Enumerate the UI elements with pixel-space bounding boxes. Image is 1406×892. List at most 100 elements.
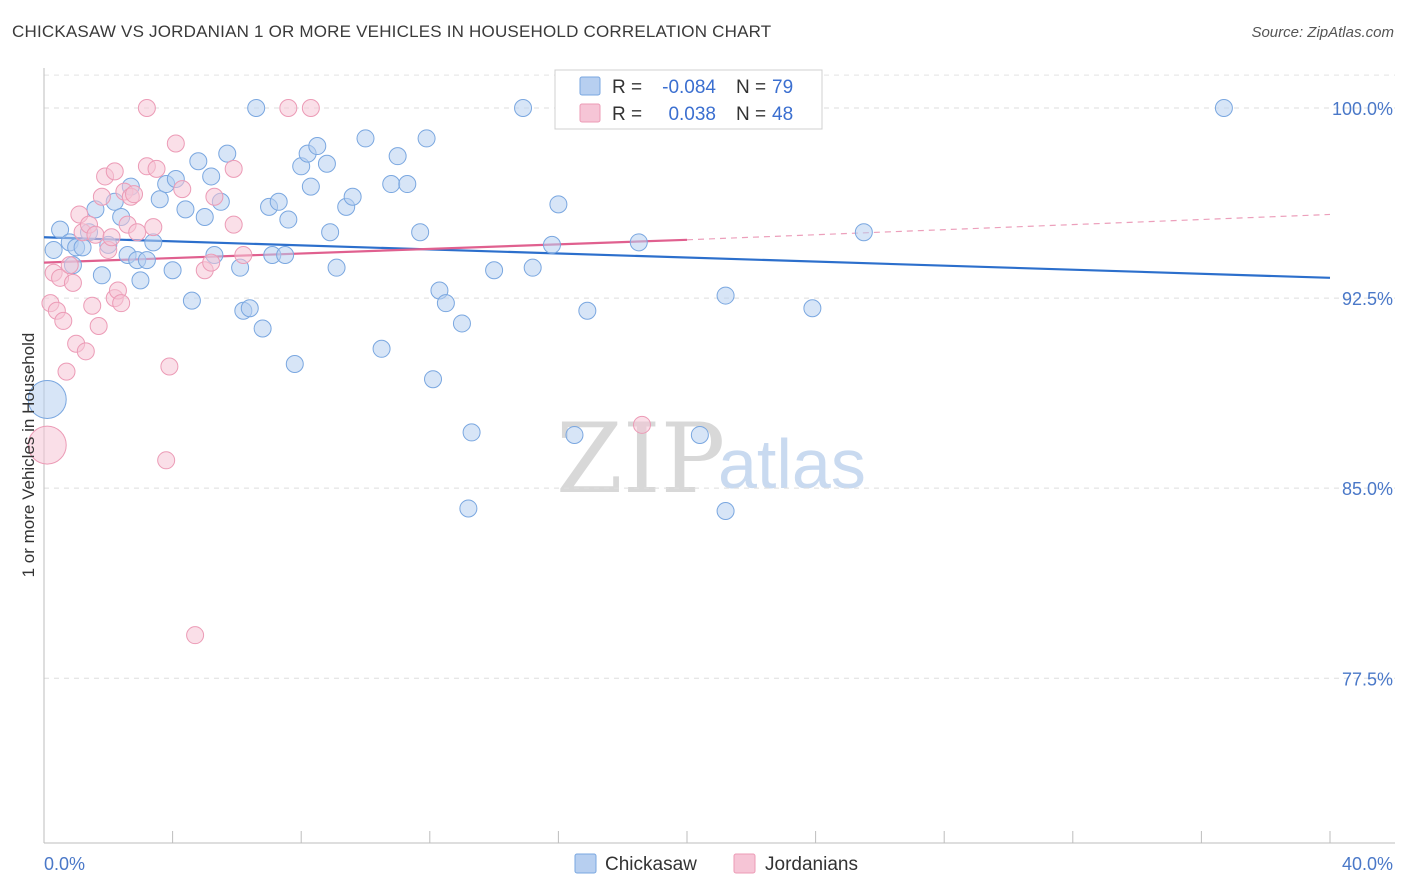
data-point-chickasaw xyxy=(27,379,67,419)
data-point-jordanians xyxy=(54,311,73,330)
data-point-chickasaw xyxy=(343,187,362,206)
data-point-chickasaw xyxy=(327,258,346,277)
data-point-chickasaw xyxy=(195,207,214,226)
data-point-chickasaw xyxy=(51,220,70,239)
data-point-jordanians xyxy=(112,294,131,313)
data-point-chickasaw xyxy=(542,235,561,254)
data-point-chickasaw xyxy=(436,294,455,313)
stat-r-label: R = xyxy=(612,104,642,125)
data-point-jordanians xyxy=(173,180,192,199)
data-point-jordanians xyxy=(57,362,76,381)
y-tick-label: 100.0% xyxy=(1332,99,1393,119)
data-point-chickasaw xyxy=(44,240,63,259)
data-point-chickasaw xyxy=(321,223,340,242)
data-point-chickasaw xyxy=(176,200,195,219)
trendline-extension-1 xyxy=(686,213,1331,241)
data-point-chickasaw xyxy=(73,238,92,257)
data-point-chickasaw xyxy=(202,167,221,186)
data-point-jordanians xyxy=(157,451,176,470)
data-point-jordanians xyxy=(89,316,108,335)
chickasaw-r-value: -0.084 xyxy=(662,77,716,98)
data-point-jordanians xyxy=(632,415,651,434)
gridlines xyxy=(44,74,1395,679)
trendline-0 xyxy=(43,236,1331,279)
data-point-chickasaw xyxy=(411,223,430,242)
data-point-chickasaw xyxy=(716,501,735,520)
data-point-jordanians xyxy=(202,253,221,272)
x-tick-label-min: 0.0% xyxy=(44,854,85,874)
jordanians-swatch xyxy=(579,103,601,123)
y-tick-label: 92.5% xyxy=(1342,289,1393,309)
stat-n-label: N = xyxy=(736,77,766,98)
data-point-chickasaw xyxy=(144,233,163,252)
data-point-chickasaw xyxy=(189,152,208,171)
stat-n-label: N = xyxy=(736,104,766,125)
data-point-jordanians xyxy=(301,99,320,118)
legend-chickasaw-swatch xyxy=(574,853,597,874)
data-point-jordanians xyxy=(205,187,224,206)
data-point-jordanians xyxy=(279,99,298,118)
data-point-chickasaw xyxy=(317,154,336,173)
data-point-chickasaw xyxy=(218,144,237,163)
data-point-chickasaw xyxy=(269,192,288,211)
data-point-chickasaw xyxy=(716,286,735,305)
data-point-jordanians xyxy=(166,134,185,153)
y-tick-label: 77.5% xyxy=(1342,669,1393,689)
y-tick-label: 85.0% xyxy=(1342,479,1393,499)
data-point-chickasaw xyxy=(417,129,436,148)
data-point-chickasaw xyxy=(803,299,822,318)
legend-jordanians-label: Jordanians xyxy=(765,854,858,875)
data-point-chickasaw xyxy=(163,261,182,280)
jordanians-n-value: 48 xyxy=(772,104,793,125)
y-axis-title: 1 or more Vehicles in Household xyxy=(19,333,38,578)
data-point-chickasaw xyxy=(629,233,648,252)
data-point-chickasaw xyxy=(285,354,304,373)
data-point-jordanians xyxy=(137,99,156,118)
data-point-chickasaw xyxy=(462,423,481,442)
data-point-chickasaw xyxy=(372,339,391,358)
data-point-chickasaw xyxy=(514,99,533,118)
y-tick-labels: 100.0% 92.5% 85.0% 77.5% xyxy=(1332,99,1393,689)
data-point-chickasaw xyxy=(549,195,568,214)
data-point-jordanians xyxy=(83,296,102,315)
data-point-chickasaw xyxy=(308,137,327,156)
chickasaw-swatch xyxy=(579,76,601,96)
data-point-chickasaw xyxy=(182,291,201,310)
data-point-chickasaw xyxy=(356,129,375,148)
data-point-chickasaw xyxy=(92,266,111,285)
data-point-jordanians xyxy=(76,342,95,361)
data-point-jordanians xyxy=(92,187,111,206)
data-point-jordanians xyxy=(105,162,124,181)
legend-jordanians-swatch xyxy=(733,853,756,874)
data-point-chickasaw xyxy=(301,177,320,196)
data-point-jordanians xyxy=(125,185,144,204)
jordanians-r-value: 0.038 xyxy=(668,104,716,125)
data-point-chickasaw xyxy=(452,314,471,333)
stats-legend-box: R = -0.084 N = 79 R = 0.038 N = 48 xyxy=(554,69,823,130)
data-points xyxy=(27,99,1233,645)
data-point-jordanians xyxy=(147,159,166,178)
data-point-jordanians xyxy=(144,218,163,237)
data-point-chickasaw xyxy=(276,246,295,265)
data-point-jordanians xyxy=(63,273,82,292)
zipatlas-watermark: ZIP atlas xyxy=(556,403,866,515)
data-point-jordanians xyxy=(224,215,243,234)
data-point-jordanians xyxy=(128,223,147,242)
data-point-chickasaw xyxy=(247,99,266,118)
data-point-jordanians xyxy=(160,357,179,376)
data-point-jordanians xyxy=(102,228,121,247)
data-point-chickasaw xyxy=(565,425,584,444)
data-point-chickasaw xyxy=(424,370,443,389)
data-point-chickasaw xyxy=(1214,99,1233,118)
data-point-jordanians xyxy=(86,225,105,244)
data-point-chickasaw xyxy=(459,499,478,518)
data-point-chickasaw xyxy=(690,425,709,444)
data-point-jordanians xyxy=(27,425,67,465)
data-point-chickasaw xyxy=(523,258,542,277)
data-point-chickasaw xyxy=(131,271,150,290)
data-point-chickasaw xyxy=(578,301,597,320)
legend-chickasaw-label: Chickasaw xyxy=(605,854,697,875)
data-point-jordanians xyxy=(224,159,243,178)
data-point-chickasaw xyxy=(485,261,504,280)
